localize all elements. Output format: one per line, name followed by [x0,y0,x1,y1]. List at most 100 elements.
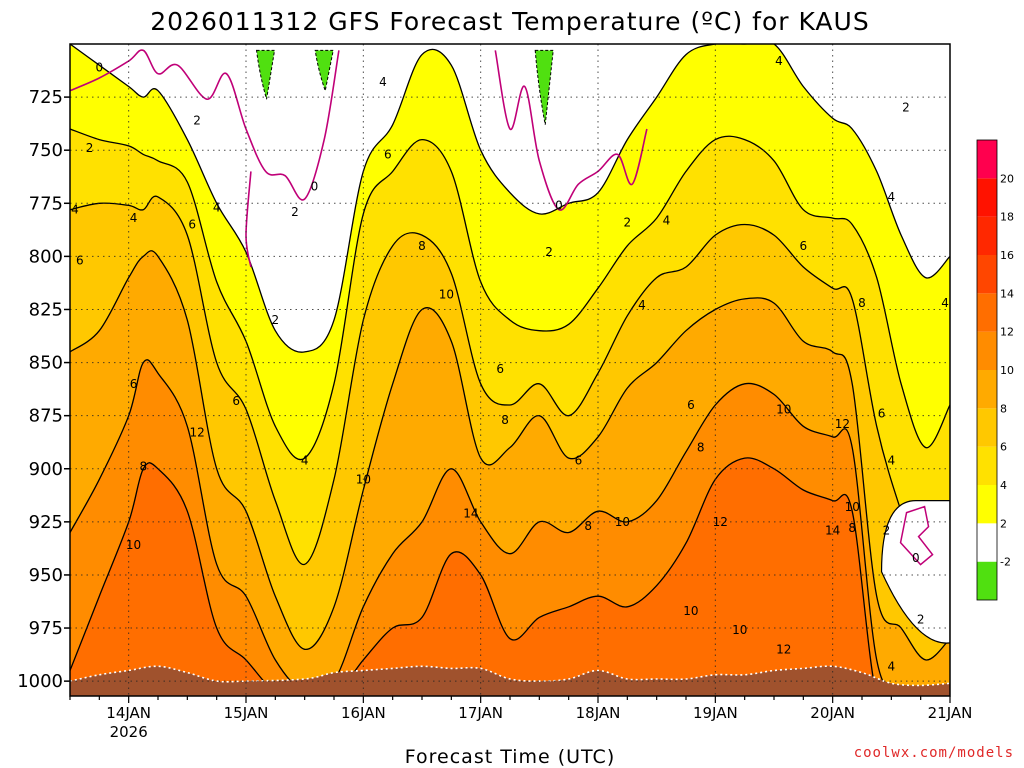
contour-label: 2 [902,101,910,115]
contour-line-12 [70,457,950,696]
contour-label: 12 [835,417,850,431]
contour-label: 4 [379,75,387,89]
colorbar-label: 8 [1000,402,1007,415]
contour-line-8 [70,250,950,661]
cold-pocket [880,500,950,644]
band-12c [70,457,950,696]
x-tick-label: 18JAN [576,704,621,722]
colorbar-swatch [977,485,997,524]
contour-label: 10 [845,500,860,514]
contour-label: 2 [193,113,201,127]
y-tick-label: 850 [29,353,63,374]
contour-label: 6 [496,362,504,376]
below-minus2-patch [534,49,554,125]
colorbar-label: 14 [1000,287,1014,300]
zero-degree-contour [494,50,648,211]
x-tick-label: 17JAN [458,704,503,722]
colorbar-label: -2 [1000,556,1011,569]
contour-label: 2 [272,313,280,327]
colorbar-swatch [977,370,997,409]
colorbar-swatch [977,140,997,179]
contour-label: 6 [76,254,84,268]
contour-label: 10 [356,472,371,486]
colorbar-swatch [977,293,997,332]
colorbar-label: 2 [1000,517,1007,530]
contour-label: 4 [663,213,671,227]
contour-label: 10 [439,288,454,302]
contour-label: 4 [775,54,783,68]
contour-label: 4 [213,201,221,215]
chart-title: 2026011312 GFS Forecast Temperature (ºC)… [150,7,869,36]
contour-label: 4 [638,298,646,312]
y-tick-label: 825 [29,299,63,320]
contour-label: 0 [912,551,920,565]
contour-label: 8 [584,519,592,533]
colorbar-label: 12 [1000,326,1014,339]
contour-label: 6 [384,147,392,161]
y-tick-label: 750 [29,140,63,161]
contour-label: 2 [291,205,299,219]
x-tick-year: 2026 [110,723,148,741]
contour-label: 6 [232,394,240,408]
contour-label: 6 [575,453,583,467]
contour-line-10 [70,359,950,696]
colorbar-swatch [977,523,997,562]
contour-label: 0 [311,179,319,193]
colorbar-label: 16 [1000,249,1014,262]
contour-label: 14 [825,523,840,537]
x-tick-label: 16JAN [341,704,386,722]
contour-line-2 [70,44,950,353]
contour-label: 8 [140,460,148,474]
x-tick-label: 20JAN [810,704,855,722]
contour-label: 8 [697,441,705,455]
contour-label: 4 [888,453,896,467]
colorbar-label: 4 [1000,479,1007,492]
credit-text[interactable]: coolwx.com/models [854,745,1014,761]
contour-label: 6 [800,239,808,253]
colorbar-label: 10 [1000,364,1014,377]
contour-label: 4 [941,296,949,310]
y-tick-label: 725 [29,87,63,108]
y-tick-label: 925 [29,512,63,533]
contour-label: 10 [776,402,791,416]
zero-degree-contour [245,171,252,268]
contour-label: 8 [858,296,866,310]
colorbar: -2 2 4 6 8 10 12 14 16 18 20 [976,139,1014,601]
contour-label: 2 [545,245,553,259]
y-tick-label: 775 [29,193,63,214]
colorbar-frame [976,139,998,601]
contour-label: 8 [501,413,509,427]
contour-label: 12 [189,426,204,440]
y-tick-label: 950 [29,565,63,586]
contour-label: 6 [188,218,196,232]
contour-label: 12 [776,642,791,656]
colorbar-label: 18 [1000,211,1014,224]
contour-line-6 [70,195,950,577]
contour-label: 2 [86,141,94,155]
contour-label: 6 [878,407,886,421]
contour-label: 6 [130,377,138,391]
contour-label: 10 [126,538,141,552]
contour-label: 6 [687,398,695,412]
contour-label: 2 [624,215,632,229]
colorbar-swatch [977,331,997,370]
y-tick-label: 975 [29,618,63,639]
cold-pocket-zero-line [899,505,934,566]
contour-label: 4 [301,453,309,467]
contour-label: 0 [555,198,563,212]
colorbar-swatch [977,255,997,294]
contour-label: 4 [71,203,79,217]
contour-line-4 [70,128,950,461]
x-tick-label: 15JAN [224,704,269,722]
grid-lines [70,44,950,696]
colorbar-swatch [977,178,997,217]
contour-label: 0 [96,60,104,74]
contour-label: 2 [883,523,891,537]
contour-label: 14 [463,506,478,520]
colorbar-label: 20 [1000,172,1014,185]
y-tick-label: 875 [29,406,63,427]
